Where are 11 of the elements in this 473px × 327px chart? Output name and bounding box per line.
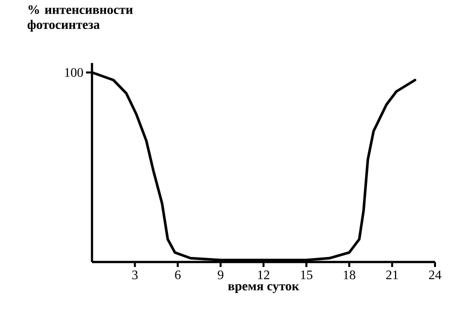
x-tick-label: 12 <box>258 270 270 280</box>
x-tick-label: 9 <box>218 270 224 280</box>
x-tick-label: 3 <box>132 270 138 280</box>
x-axis-title: время суток <box>228 284 300 294</box>
annotation: 100 <box>65 68 83 77</box>
x-tick-label: 6 <box>175 270 181 280</box>
x-tick-label: 18 <box>344 270 356 280</box>
x-tick-label: 15 <box>301 270 312 280</box>
y-axis-title: % интенсивности фотосинтеза <box>28 5 133 32</box>
x-tick-label: 24 <box>429 270 442 280</box>
x-tick-label: 21 <box>386 270 398 280</box>
